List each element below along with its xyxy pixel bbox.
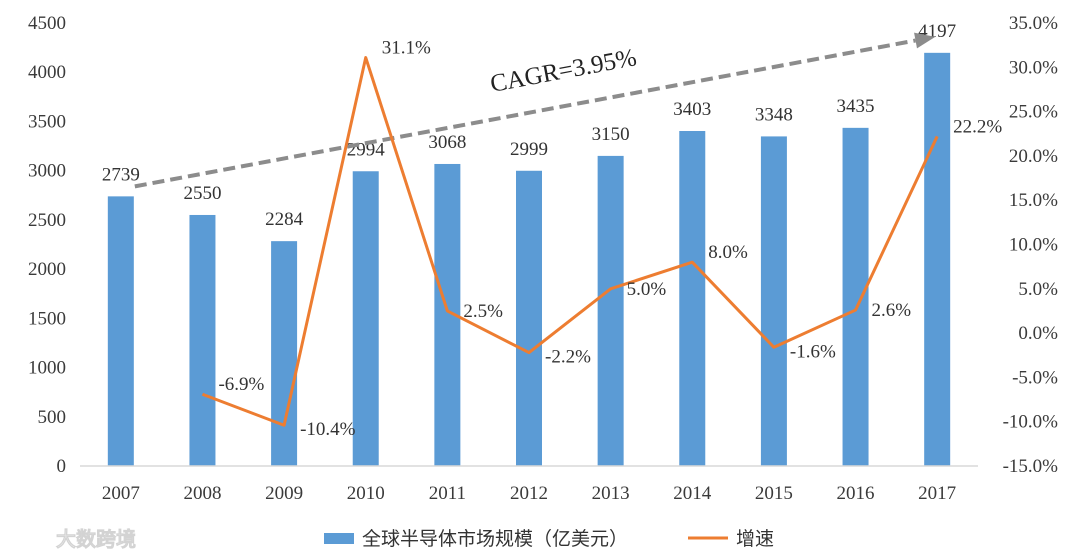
- legend-line-label: 增速: [736, 528, 774, 550]
- bar: [842, 127, 869, 467]
- right-tick-label: 10.0%: [1009, 235, 1058, 256]
- left-tick-label: 500: [38, 407, 67, 428]
- left-axis-ticks: 0 500 1000 1500 2000 2500 3000 3500 4000 4500: [28, 13, 66, 477]
- line-value-label: -1.6%: [790, 341, 836, 362]
- line-value-label: -6.9%: [218, 374, 264, 395]
- right-tick-label: 35.0%: [1009, 13, 1058, 34]
- line-series: [201, 56, 939, 427]
- line-value-label: 2.5%: [463, 301, 503, 322]
- bar-series: [107, 52, 951, 467]
- legend-bar-label: 全球半导体市场规模（亿美元）: [362, 528, 628, 550]
- right-tick-label: 30.0%: [1009, 57, 1058, 78]
- right-tick-label: -10.0%: [1003, 412, 1059, 433]
- x-tick-label: 2009: [265, 483, 303, 504]
- bar-value-label: 3435: [837, 96, 875, 117]
- watermark-text: 大数跨境: [56, 527, 136, 551]
- right-tick-label: 20.0%: [1009, 146, 1058, 167]
- legend-bar-swatch: [324, 533, 354, 544]
- bar: [352, 171, 379, 467]
- x-tick-label: 2007: [102, 483, 140, 504]
- x-tick-label: 2010: [347, 483, 385, 504]
- line-value-label: -2.2%: [545, 347, 591, 368]
- line-value-label: -10.4%: [300, 419, 356, 440]
- right-axis-ticks: -15.0% -10.0% -5.0% 0.0% 5.0% 10.0% 15.0% 20.0%…: [1003, 13, 1059, 477]
- bar: [760, 136, 787, 466]
- cagr-arrow-group: CAGR=3.95%: [134, 32, 936, 189]
- right-tick-label: 0.0%: [1018, 323, 1058, 344]
- x-tick-label: 2008: [183, 483, 221, 504]
- line-value-label: 5.0%: [627, 279, 667, 300]
- bar-value-label: 3348: [755, 104, 793, 125]
- left-tick-label: 4000: [28, 62, 66, 83]
- bar: [516, 170, 542, 466]
- right-tick-label: 15.0%: [1009, 190, 1058, 211]
- line-value-label: 31.1%: [382, 38, 431, 59]
- growth-line: [201, 56, 939, 427]
- right-tick-label: -15.0%: [1003, 456, 1059, 477]
- right-tick-label: 25.0%: [1009, 102, 1058, 123]
- bar-value-label: 2739: [102, 164, 140, 185]
- bar: [107, 196, 134, 467]
- bar-value-label: 3068: [428, 132, 466, 153]
- x-tick-label: 2016: [837, 483, 875, 504]
- left-tick-label: 3000: [28, 161, 66, 182]
- bar-value-label: 3150: [592, 124, 630, 145]
- cagr-label: CAGR=3.95%: [488, 44, 639, 98]
- x-axis-ticks: 2007 2008 2009 2010 2011 2012 2013 2014 2015 2016…: [102, 483, 956, 504]
- right-tick-label: 5.0%: [1018, 279, 1058, 300]
- line-value-label: 22.2%: [953, 116, 1002, 137]
- x-tick-label: 2015: [755, 483, 793, 504]
- line-value-label: 8.0%: [708, 242, 748, 263]
- x-tick-label: 2014: [673, 483, 712, 504]
- bar: [189, 214, 216, 466]
- cagr-arrow-head: [914, 32, 936, 49]
- logo-icon: [10, 526, 49, 551]
- line-value-label: 2.6%: [872, 300, 912, 321]
- left-tick-label: 2000: [28, 259, 66, 280]
- watermark: 大数跨境: [10, 526, 136, 551]
- x-tick-label: 2011: [429, 483, 466, 504]
- x-tick-label: 2012: [510, 483, 548, 504]
- x-tick-label: 2017: [918, 483, 956, 504]
- line-value-labels: -6.9% -10.4% 31.1% 2.5% -2.2% 5.0% 8.0% -1.6% 2.…: [218, 38, 1002, 441]
- cagr-arrow: [134, 38, 916, 189]
- bar: [924, 52, 951, 466]
- left-tick-label: 2500: [28, 210, 66, 231]
- right-tick-label: -5.0%: [1012, 367, 1058, 388]
- bar: [679, 130, 706, 466]
- bar: [271, 241, 298, 466]
- bar-value-label: 2284: [265, 209, 304, 230]
- x-tick-label: 2013: [592, 483, 630, 504]
- bar-value-label: 2550: [183, 183, 221, 204]
- legend: 全球半导体市场规模（亿美元） 增速: [324, 528, 774, 550]
- left-tick-label: 1500: [28, 308, 66, 329]
- bar-value-label: 3403: [673, 99, 711, 120]
- left-tick-label: 3500: [28, 111, 66, 132]
- bar: [597, 155, 624, 466]
- left-tick-label: 1000: [28, 358, 66, 379]
- bar-value-label: 2999: [510, 139, 548, 160]
- left-tick-label: 0: [57, 456, 67, 477]
- left-tick-label: 4500: [28, 13, 66, 34]
